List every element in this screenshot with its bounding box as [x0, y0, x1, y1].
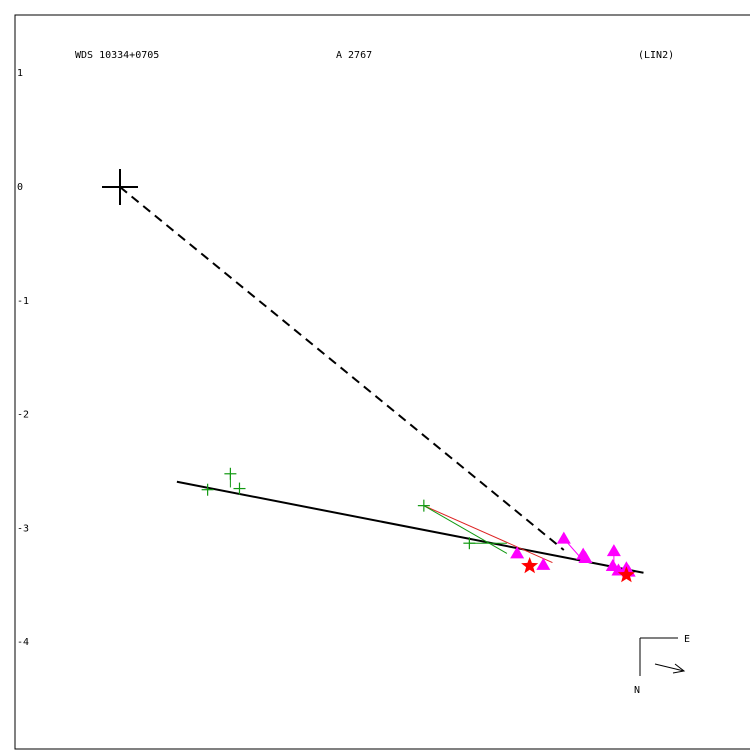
- red-trace-line: [423, 505, 553, 563]
- star-observation: [521, 557, 539, 574]
- y-tick-label: -4: [17, 637, 29, 648]
- periastron-dashed-line: [119, 186, 565, 551]
- y-tick-label: 0: [17, 182, 23, 193]
- triangle-observation: [510, 546, 525, 559]
- plot-frame: [14, 14, 750, 750]
- plus-observation: [201, 483, 214, 496]
- compass: E N: [634, 634, 690, 696]
- plus-observation: [463, 537, 476, 550]
- y-tick-label: -3: [17, 523, 29, 534]
- fit-lines: [119, 186, 644, 574]
- data-points: [102, 169, 636, 583]
- motion-arrow-head: [672, 663, 686, 674]
- triangle-observation: [606, 544, 621, 557]
- compass-north-label: N: [634, 685, 640, 696]
- header-reference: (LIN2): [638, 50, 674, 61]
- header-discoverer: A 2767: [336, 50, 372, 61]
- plus-observation: [224, 467, 237, 480]
- compass-east-label: E: [684, 634, 690, 645]
- plus-observation: [233, 482, 246, 495]
- header-wds-id: WDS 10334+0705: [75, 50, 159, 61]
- y-tick-label: -2: [17, 410, 29, 421]
- triangle-observation: [536, 557, 551, 570]
- triangle-observation: [556, 531, 571, 544]
- y-axis-ticks: 1 0 -1 -2 -3 -4: [17, 68, 29, 648]
- star-observation: [617, 566, 635, 583]
- y-tick-label: 1: [17, 68, 23, 79]
- triangle-observation: [578, 550, 593, 563]
- orbit-fit-line: [176, 480, 644, 574]
- y-tick-label: -1: [17, 296, 29, 307]
- plus-observation: [417, 499, 430, 512]
- motion-arrow-shaft: [654, 663, 685, 672]
- residual-segment: [423, 505, 508, 554]
